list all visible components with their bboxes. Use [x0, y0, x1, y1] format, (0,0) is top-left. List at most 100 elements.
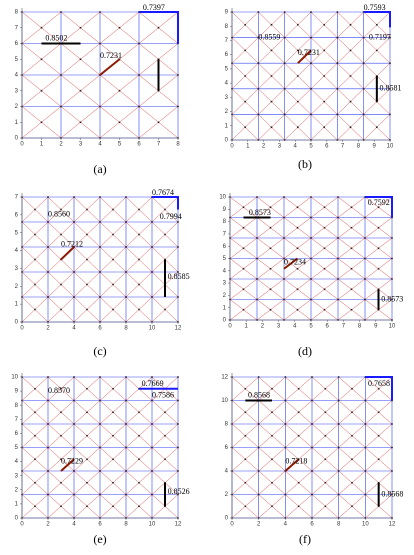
node [283, 278, 285, 280]
node [99, 221, 101, 223]
x-tick-label: 0 [20, 142, 24, 148]
node [242, 267, 245, 270]
y-tick-label: 3 [15, 266, 19, 272]
node [112, 387, 114, 390]
node [337, 493, 340, 496]
node [284, 423, 287, 425]
node [138, 481, 140, 484]
node [296, 267, 299, 270]
node [364, 278, 366, 280]
node [118, 26, 121, 29]
node [99, 493, 101, 496]
node [270, 100, 273, 103]
y-tick-label: 10 [219, 195, 226, 201]
node [244, 434, 247, 437]
node [244, 481, 247, 484]
node [310, 87, 312, 90]
y-tick-label: 10 [221, 398, 228, 404]
node [349, 23, 352, 26]
node [125, 470, 127, 472]
node [271, 505, 273, 508]
node [337, 298, 339, 301]
node [310, 62, 312, 65]
node [60, 387, 62, 390]
highlighted-member [283, 257, 299, 270]
node [47, 271, 49, 273]
node [99, 399, 101, 402]
highlighted-member [152, 196, 179, 210]
node [138, 258, 140, 261]
node [99, 376, 101, 378]
annotation: 0.8570 [48, 386, 70, 395]
node [310, 257, 312, 260]
node [47, 221, 49, 223]
highlighted-member [99, 58, 121, 76]
node [138, 434, 140, 437]
node [364, 446, 367, 449]
node [310, 278, 312, 280]
x-tick-label: 10 [362, 522, 369, 528]
node [99, 271, 101, 273]
node [364, 298, 366, 301]
node [256, 257, 258, 260]
y-tick-label: 4 [225, 469, 229, 475]
x-tick-label: 8 [124, 326, 128, 332]
node [73, 470, 75, 472]
node [40, 26, 43, 29]
x-tick-label: 8 [124, 522, 128, 528]
y-tick-label: 8 [15, 403, 19, 409]
annotation: 0.7197 [369, 32, 391, 41]
y-tick-label: 1 [15, 302, 19, 308]
node [47, 246, 49, 248]
node [125, 296, 127, 298]
node [138, 505, 140, 508]
node [323, 23, 326, 26]
annotation: 0.8573 [249, 208, 271, 217]
node [270, 75, 273, 77]
annotation: 0.7231 [298, 48, 320, 57]
node [256, 278, 258, 280]
node [389, 36, 391, 39]
y-tick-label: 0 [225, 138, 229, 144]
node [375, 49, 378, 52]
node [118, 89, 121, 92]
node [377, 387, 380, 390]
node [389, 87, 391, 90]
x-tick-label: 2 [46, 522, 50, 528]
y-tick-label: 4 [15, 73, 19, 79]
node [112, 411, 114, 414]
node [311, 399, 313, 402]
annotation: 0.7234 [284, 257, 306, 266]
node [271, 387, 273, 390]
node [125, 423, 127, 425]
node [47, 376, 49, 378]
node [242, 226, 245, 229]
node [336, 113, 339, 116]
node [177, 221, 179, 223]
node [377, 226, 380, 229]
node [34, 387, 36, 390]
node [164, 308, 166, 311]
x-tick-label: 7 [157, 142, 161, 148]
node [151, 221, 153, 223]
node [283, 87, 286, 90]
x-tick-label: 8 [176, 142, 180, 148]
node [138, 42, 140, 45]
node [177, 296, 179, 298]
node [283, 11, 286, 13]
node [350, 308, 353, 311]
node [336, 36, 339, 39]
x-tick-label: 10 [149, 522, 156, 528]
node [391, 470, 393, 472]
x-tick-label: 1 [245, 324, 249, 330]
node [99, 105, 101, 108]
node [337, 237, 339, 239]
node [324, 505, 327, 508]
node [125, 196, 127, 198]
highlighted-member [365, 196, 393, 218]
node [256, 237, 258, 239]
node [112, 308, 114, 311]
node [257, 493, 260, 496]
y-tick-label: 2 [223, 293, 227, 299]
